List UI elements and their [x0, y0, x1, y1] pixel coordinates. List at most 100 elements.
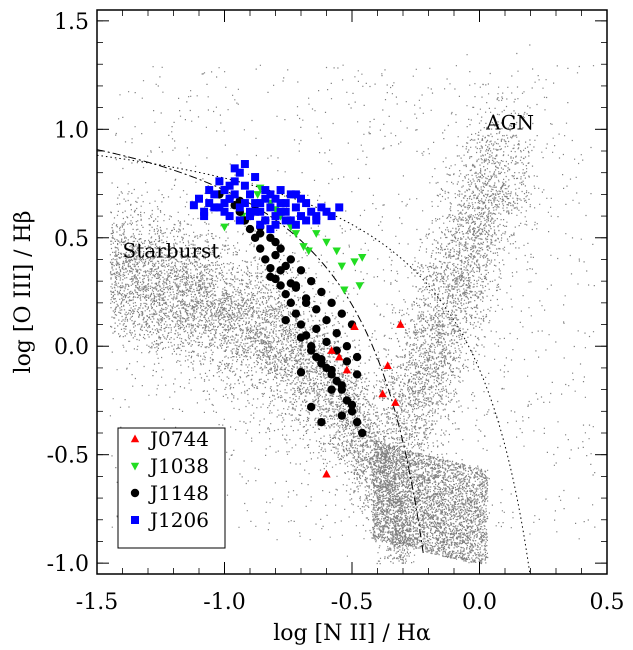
point-j1206 — [256, 199, 265, 208]
point-j1206 — [200, 207, 209, 216]
agn-label: AGN — [485, 110, 534, 134]
point-j1206 — [225, 212, 234, 221]
point-j1206 — [235, 203, 244, 212]
point-j1206 — [240, 199, 249, 208]
point-j1148 — [256, 229, 265, 238]
point-j1206 — [291, 190, 300, 199]
legend: J0744 J1038 J1148 J1206 — [117, 427, 226, 549]
point-j1038 — [358, 253, 367, 262]
point-j1148 — [281, 289, 290, 299]
point-j1148 — [276, 244, 285, 253]
point-j1038 — [299, 243, 308, 251]
legend-box — [117, 427, 226, 549]
legend-marker-j1038 — [130, 462, 140, 471]
point-j1148 — [317, 417, 326, 427]
point-j1148 — [281, 261, 290, 271]
point-j1206 — [189, 201, 198, 210]
kewley-curve — [97, 154, 531, 574]
point-j1148 — [271, 250, 280, 260]
point-j1206 — [327, 212, 336, 221]
point-j0744 — [378, 389, 387, 398]
point-j1206 — [205, 186, 214, 195]
axis-ticks: -1.5 -1.0 -0.5 0.0 0.5 -1.0 -0.5 0.0 0.5 1.0 1.5 — [47, 10, 625, 615]
point-j1148 — [261, 255, 270, 264]
y-tick-label: 0.5 — [54, 227, 89, 252]
data-series — [189, 160, 405, 478]
point-j1038 — [220, 223, 229, 232]
point-j1206 — [220, 199, 229, 208]
point-j1148 — [352, 417, 362, 427]
point-j1206 — [251, 199, 260, 208]
x-axis-label: log [N II] / Hα — [273, 621, 431, 646]
point-j1206 — [317, 203, 326, 212]
point-j1148 — [296, 320, 306, 329]
point-j1148 — [358, 428, 367, 438]
point-j1148 — [281, 316, 290, 325]
point-j1148 — [327, 298, 336, 308]
y-axis-label: log [O III] / Hβ — [11, 211, 36, 374]
point-j1206 — [286, 216, 295, 225]
point-j1206 — [281, 207, 290, 216]
legend-label-j0744: J0744 — [148, 427, 209, 451]
series-j1206 — [189, 160, 344, 234]
point-j1206 — [302, 199, 311, 208]
starburst-label: Starburst — [123, 238, 220, 262]
point-j1148 — [307, 276, 316, 286]
point-j1206 — [302, 216, 311, 225]
point-j1206 — [261, 216, 270, 225]
point-j1206 — [210, 203, 219, 212]
point-j1038 — [340, 286, 349, 295]
x-tick-label: 0.5 — [590, 590, 625, 615]
point-j1148 — [342, 342, 352, 351]
point-j1148 — [286, 255, 295, 264]
point-j1148 — [301, 298, 311, 308]
point-j1206 — [235, 168, 244, 177]
point-j1038 — [322, 238, 331, 247]
point-j1206 — [240, 160, 249, 169]
point-j1148 — [307, 346, 316, 355]
x-tick-label: -1.0 — [203, 590, 245, 615]
legend-marker-j1206 — [131, 516, 139, 524]
point-j1206 — [286, 190, 295, 199]
point-j1206 — [281, 199, 290, 208]
point-j1206 — [312, 216, 321, 225]
point-j1038 — [253, 191, 262, 199]
point-j1206 — [215, 203, 224, 212]
point-j1148 — [317, 287, 326, 297]
point-j1206 — [261, 186, 270, 195]
point-j1148 — [322, 316, 331, 325]
point-j1206 — [230, 190, 239, 199]
point-j1206 — [251, 207, 260, 216]
point-j1206 — [261, 194, 270, 203]
legend-marker-j0744 — [130, 434, 140, 443]
point-j1206 — [246, 207, 254, 216]
x-tick-label: -0.5 — [331, 590, 373, 615]
point-j1206 — [297, 194, 305, 203]
point-j1206 — [215, 177, 224, 186]
y-tick-label: 1.0 — [54, 118, 89, 143]
point-j1206 — [200, 212, 209, 221]
point-j1148 — [296, 368, 306, 377]
point-j1206 — [235, 216, 244, 225]
point-j1206 — [246, 190, 254, 199]
point-j1206 — [230, 164, 239, 173]
point-j1148 — [286, 279, 295, 288]
point-j0744 — [322, 469, 331, 478]
point-j1148 — [266, 263, 275, 273]
point-j1206 — [276, 186, 285, 195]
x-tick-label: -1.5 — [76, 590, 118, 615]
point-j1206 — [256, 220, 265, 229]
point-j1206 — [205, 199, 214, 208]
point-j1148 — [352, 370, 362, 379]
point-j1206 — [335, 203, 344, 212]
point-j1148 — [337, 309, 346, 318]
point-j1206 — [271, 212, 280, 221]
point-j1148 — [286, 298, 295, 308]
point-j1206 — [271, 220, 280, 229]
point-j1206 — [220, 207, 229, 216]
point-j1206 — [266, 190, 275, 199]
point-j0744 — [342, 365, 352, 374]
point-j1148 — [342, 357, 352, 366]
point-j1148 — [296, 333, 306, 342]
